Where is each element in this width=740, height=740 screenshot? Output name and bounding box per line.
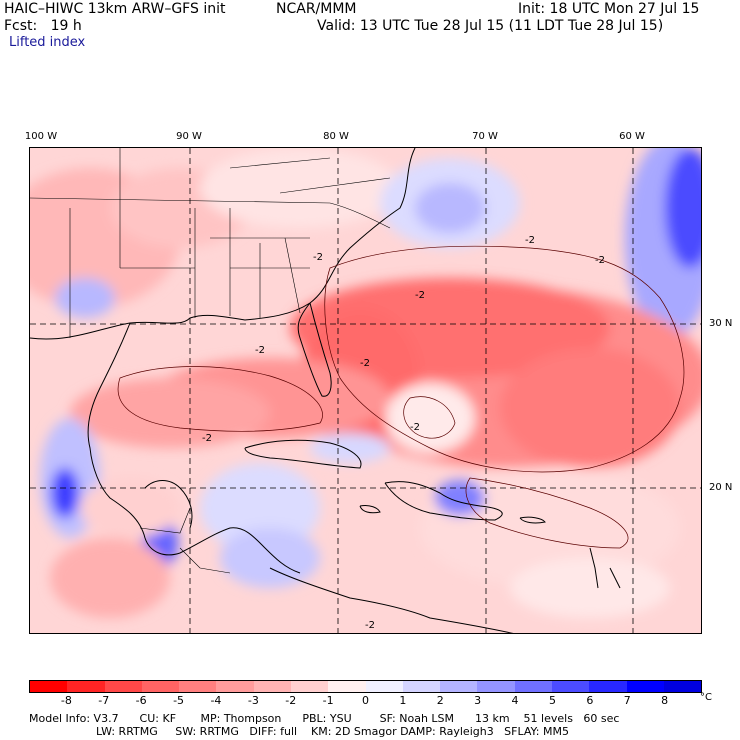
colorbar-tick-label: -2: [285, 694, 297, 707]
init-time: Init: 18 UTC Mon 27 Jul 15: [518, 1, 700, 17]
lat-label: 20 N: [709, 482, 733, 493]
map-canvas: -2 -2 -2 -2 -2 -2 -2 -2 -2: [30, 148, 701, 633]
colorbar-tick-label: 3: [474, 694, 482, 707]
colorbar-swatch: [440, 681, 478, 692]
lon-label: 90 W: [176, 131, 202, 142]
colorbar-tick-label: -1: [322, 694, 334, 707]
colorbar-swatch: [67, 681, 105, 692]
colorbar-swatch: [104, 681, 142, 692]
colorbar-swatch: [30, 681, 68, 692]
borders: [30, 148, 391, 574]
colorbar-swatch: [477, 681, 515, 692]
colorbar-swatch: [141, 681, 180, 692]
forecast-hour: Fcst: 19 h: [4, 18, 82, 34]
lon-label: 60 W: [619, 131, 645, 142]
valid-time: Valid: 13 UTC Tue 28 Jul 15 (11 LDT Tue …: [317, 18, 664, 34]
colorbar: [29, 680, 702, 693]
colorbar-tick-label: -8: [60, 694, 72, 707]
contour-label: -2: [410, 422, 420, 433]
lat-label: 30 N: [709, 318, 733, 329]
colorbar-tick-label: -7: [98, 694, 110, 707]
colorbar-tick-label: 1: [399, 694, 407, 707]
colorbar-tick-label: -3: [247, 694, 259, 707]
colorbar-swatch: [626, 681, 664, 692]
colorbar-tick-label: -5: [173, 694, 185, 707]
colorbar-swatch: [253, 681, 291, 692]
model-title: HAIC–HIWC 13km ARW–GFS init: [4, 1, 226, 17]
contour-label: -2: [202, 433, 212, 444]
contour-label: -2: [313, 252, 323, 263]
colorbar-swatch: [663, 681, 702, 692]
colorbar-tick-label: 0: [362, 694, 369, 707]
model-info-line1: Model Info: V3.7 CU: KF MP: Thompson PBL…: [29, 712, 620, 725]
lon-label: 100 W: [24, 131, 58, 142]
contour-label: -2: [360, 358, 370, 369]
colorbar-swatch: [290, 681, 329, 692]
colorbar-tick-label: 4: [511, 694, 519, 707]
colorbar-tick-label: -6: [135, 694, 147, 707]
colorbar-swatch: [328, 681, 366, 692]
org-label: NCAR/MMM: [276, 1, 357, 17]
colorbar-tick-label: -4: [210, 694, 222, 707]
contour-label: -2: [415, 290, 425, 301]
colorbar-tick-label: 7: [623, 694, 631, 707]
colorbar-tick-label: 5: [548, 694, 556, 707]
colorbar-unit: °C: [700, 692, 712, 703]
colorbar-swatch: [402, 681, 441, 692]
colorbar-tick-label: 8: [661, 694, 669, 707]
colorbar-swatch: [216, 681, 254, 692]
colorbar-tick-label: 2: [436, 694, 444, 707]
contour-label: -2: [365, 620, 375, 631]
field-shading: [30, 148, 701, 618]
lon-label: 80 W: [323, 131, 349, 142]
lon-label: 70 W: [472, 131, 498, 142]
contour-label: -2: [525, 235, 535, 246]
field-name: Lifted index: [9, 35, 86, 50]
lifted-index-map: -2 -2 -2 -2 -2 -2 -2 -2 -2: [29, 147, 702, 634]
colorbar-swatch: [589, 681, 627, 692]
lat-lon-grid: [30, 148, 701, 633]
colorbar-swatch: [179, 681, 217, 692]
colorbar-tick-label: 6: [586, 694, 594, 707]
coastlines: [30, 148, 621, 633]
contour-label: -2: [595, 255, 605, 266]
colorbar-swatch: [514, 681, 552, 692]
colorbar-swatch: [551, 681, 590, 692]
contour-label: -2: [255, 345, 265, 356]
model-info-line2: LW: RRTMG SW: RRTMG DIFF: full KM: 2D Sm…: [96, 725, 569, 738]
contours: [117, 245, 685, 549]
colorbar-swatch: [365, 681, 403, 692]
